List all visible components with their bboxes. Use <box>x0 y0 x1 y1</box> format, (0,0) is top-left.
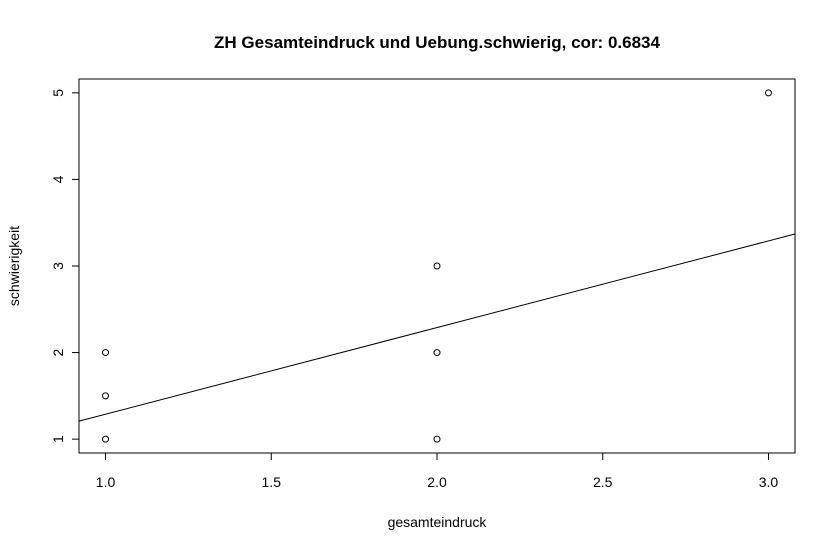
y-axis-label: schwierigkeit <box>6 226 22 306</box>
data-point <box>102 392 110 400</box>
y-tick-label: 1 <box>50 435 66 443</box>
regression-line <box>78 233 796 422</box>
data-point <box>764 89 772 97</box>
points-layer <box>102 89 772 443</box>
x-tick-label: 2.5 <box>593 474 613 490</box>
chart-title: ZH Gesamteindruck und Uebung.schwierig, … <box>214 33 660 52</box>
y-tick-label: 4 <box>50 175 66 183</box>
x-axis: 1.0 1.5 2.0 2.5 3.0 <box>96 452 779 490</box>
data-point <box>102 349 110 357</box>
plot-frame <box>78 78 796 454</box>
fit-line-layer <box>78 233 796 422</box>
x-axis-label: gesamteindruck <box>388 514 488 530</box>
y-axis: 1 2 3 4 5 <box>50 89 80 443</box>
y-tick-label: 3 <box>50 262 66 270</box>
y-tick-label: 2 <box>50 348 66 356</box>
x-tick-label: 3.0 <box>759 474 779 490</box>
data-point <box>433 435 441 443</box>
data-point <box>433 262 441 270</box>
data-point <box>102 435 110 443</box>
y-tick-label: 5 <box>50 89 66 97</box>
x-tick-label: 2.0 <box>427 474 447 490</box>
x-tick-label: 1.0 <box>96 474 116 490</box>
x-tick-label: 1.5 <box>262 474 282 490</box>
data-point <box>433 349 441 357</box>
